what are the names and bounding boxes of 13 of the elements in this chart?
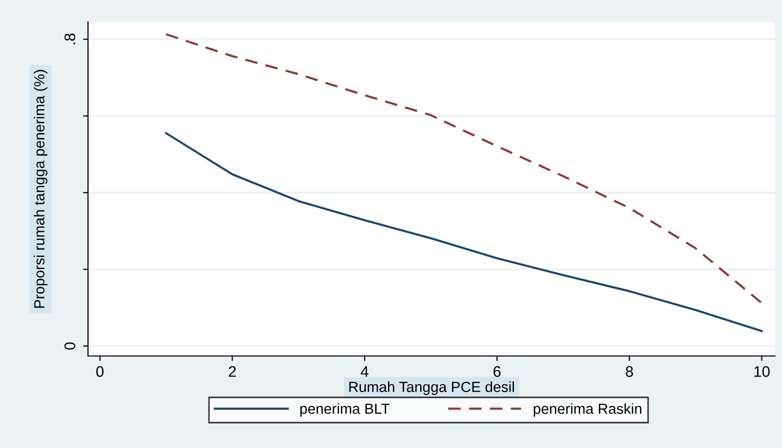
- x-tick-label: 10: [754, 366, 770, 377]
- line-series: [165, 132, 763, 332]
- x-tick-label: 8: [626, 366, 633, 377]
- line-series: [165, 33, 763, 304]
- x-tick-label: 4: [360, 366, 368, 377]
- x-tick-label: 0: [96, 366, 104, 377]
- legend-label: penerima Raskin: [534, 403, 642, 417]
- y-tick-label: .8: [64, 34, 76, 44]
- x-tick-label: 2: [228, 366, 236, 377]
- x-axis-title: Rumah Tangga PCE desil: [349, 381, 514, 395]
- y-axis-title: Proporsi rumah tangga penerima (%): [34, 70, 48, 308]
- x-tick-label: 6: [494, 366, 501, 377]
- legend-label: penerima BLT: [300, 403, 390, 417]
